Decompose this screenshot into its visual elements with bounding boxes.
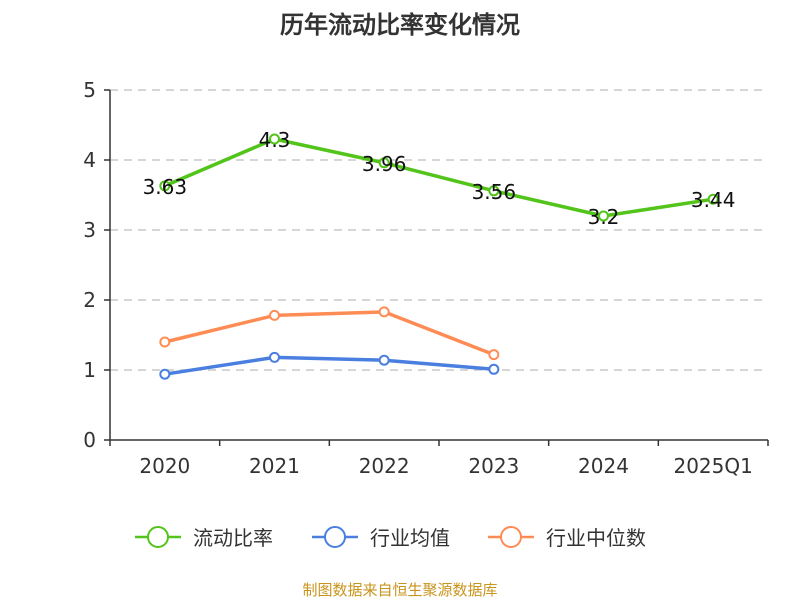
x-tick-label: 2024 xyxy=(578,454,629,478)
legend-label: 流动比率 xyxy=(193,526,273,550)
y-tick-label: 0 xyxy=(83,428,96,452)
data-point xyxy=(269,309,280,321)
legend-label: 行业中位数 xyxy=(546,526,646,550)
y-tick-label: 2 xyxy=(83,288,96,312)
series-line xyxy=(164,310,495,357)
data-point xyxy=(269,351,280,363)
y-tick-label: 1 xyxy=(83,358,96,382)
chart-title: 历年流动比率变化情况 xyxy=(280,11,520,39)
legend-marker-icon xyxy=(500,526,522,548)
data-label: 3.44 xyxy=(691,188,736,212)
data-point xyxy=(598,210,609,222)
data-point xyxy=(269,133,280,145)
x-tick-label: 2021 xyxy=(249,454,300,478)
data-point xyxy=(488,363,500,375)
data-point xyxy=(159,180,171,192)
y-tick-label: 3 xyxy=(83,218,96,242)
x-tick-label: 2020 xyxy=(139,454,190,478)
y-tick-label: 4 xyxy=(83,148,96,172)
legend-marker-icon xyxy=(324,526,346,548)
data-point xyxy=(159,368,171,380)
data-point xyxy=(488,349,500,361)
data-point xyxy=(378,306,390,318)
data-point xyxy=(378,354,390,366)
data-point xyxy=(159,336,171,348)
data-label: 4.3 xyxy=(259,128,291,152)
legend-marker-icon xyxy=(147,526,169,548)
series-line xyxy=(164,137,714,218)
x-tick-label: 2025Q1 xyxy=(673,454,752,478)
series-line xyxy=(164,355,494,376)
x-tick-label: 2023 xyxy=(468,454,519,478)
data-label: 3.63 xyxy=(143,175,188,199)
data-point xyxy=(488,185,500,197)
x-tick-label: 2022 xyxy=(359,454,410,478)
y-tick-label: 5 xyxy=(83,78,96,102)
data-label: 3.56 xyxy=(472,180,517,204)
source-note: 制图数据来自恒生聚源数据库 xyxy=(302,581,497,599)
legend-label: 行业均值 xyxy=(370,526,450,550)
data-label: 3.2 xyxy=(588,205,620,229)
data-point xyxy=(707,193,719,205)
data-label: 3.96 xyxy=(362,152,407,176)
data-point xyxy=(378,157,390,169)
